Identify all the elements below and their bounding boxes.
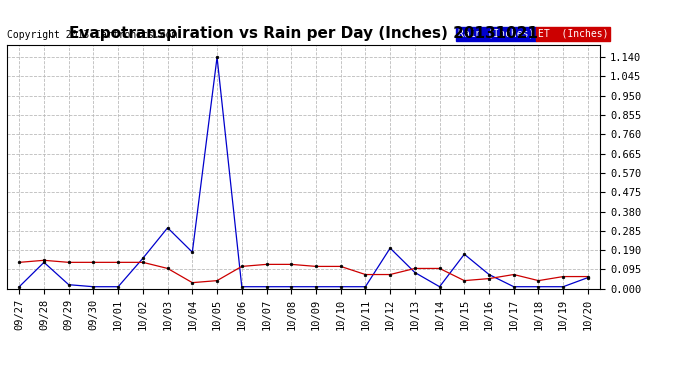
Text: Rain (Inches): Rain (Inches) (458, 29, 534, 39)
Text: ET  (Inches): ET (Inches) (538, 29, 609, 39)
Title: Evapotranspiration vs Rain per Day (Inches) 20131021: Evapotranspiration vs Rain per Day (Inch… (69, 26, 538, 41)
Text: Copyright 2013 Cartronics.com: Copyright 2013 Cartronics.com (7, 30, 177, 40)
